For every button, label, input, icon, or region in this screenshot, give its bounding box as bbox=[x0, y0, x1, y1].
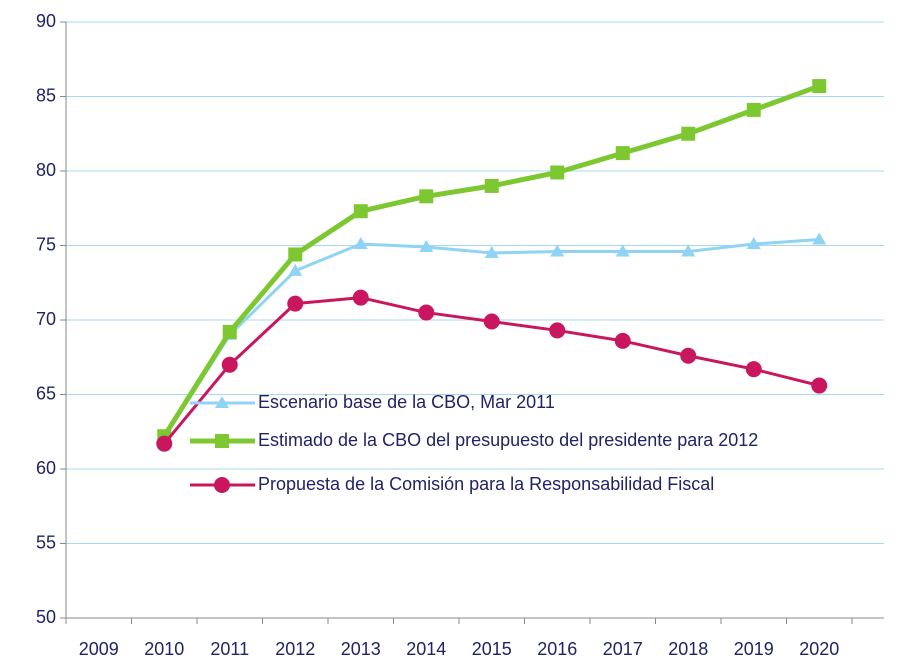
x-tick-label: 2018 bbox=[668, 639, 708, 658]
marker bbox=[550, 165, 565, 180]
y-tick-label: 80 bbox=[36, 160, 56, 180]
marker bbox=[812, 232, 827, 245]
x-tick-label: 2020 bbox=[799, 639, 839, 658]
marker bbox=[353, 204, 368, 219]
marker bbox=[550, 244, 565, 257]
y-tick-label: 75 bbox=[36, 234, 56, 254]
x-tick-label: 2012 bbox=[275, 639, 315, 658]
marker bbox=[214, 477, 230, 493]
marker bbox=[614, 332, 631, 349]
y-tick-label: 55 bbox=[36, 532, 56, 552]
marker bbox=[156, 435, 173, 452]
x-tick-label: 2011 bbox=[210, 639, 249, 658]
x-tick-label: 2009 bbox=[79, 639, 119, 658]
marker bbox=[221, 356, 238, 373]
marker bbox=[549, 322, 566, 339]
marker bbox=[222, 324, 237, 339]
y-tick-label: 70 bbox=[36, 309, 56, 329]
series-line bbox=[162, 83, 821, 438]
marker bbox=[811, 377, 828, 394]
marker bbox=[418, 304, 435, 321]
x-tick-label: 2019 bbox=[734, 639, 774, 658]
marker bbox=[812, 79, 827, 94]
x-tick-label: 2014 bbox=[406, 639, 446, 658]
y-tick-label: 60 bbox=[36, 458, 56, 478]
x-tick-label: 2015 bbox=[472, 639, 512, 658]
marker bbox=[215, 396, 229, 408]
legend-label: Propuesta de la Comisión para la Respons… bbox=[258, 474, 714, 494]
y-tick-label: 90 bbox=[36, 11, 56, 31]
marker bbox=[484, 178, 499, 193]
marker bbox=[484, 245, 499, 258]
marker bbox=[215, 434, 229, 448]
legend-label: Estimado de la CBO del presupuesto del p… bbox=[258, 430, 758, 450]
x-tick-label: 2010 bbox=[144, 639, 184, 658]
marker bbox=[745, 361, 762, 378]
marker bbox=[680, 347, 697, 364]
marker bbox=[746, 102, 761, 117]
marker bbox=[615, 146, 630, 161]
marker bbox=[287, 295, 304, 312]
marker bbox=[681, 244, 696, 257]
legend-label: Escenario base de la CBO, Mar 2011 bbox=[258, 392, 555, 412]
y-tick-label: 85 bbox=[36, 85, 56, 105]
marker bbox=[288, 263, 303, 276]
x-tick-label: 2013 bbox=[341, 639, 381, 658]
marker bbox=[352, 289, 369, 306]
marker bbox=[419, 189, 434, 204]
marker bbox=[483, 313, 500, 330]
marker bbox=[681, 126, 696, 141]
marker bbox=[419, 239, 434, 252]
marker bbox=[353, 237, 368, 250]
marker bbox=[615, 244, 630, 257]
y-tick-label: 50 bbox=[36, 607, 56, 627]
y-tick-label: 65 bbox=[36, 383, 56, 403]
x-tick-label: 2016 bbox=[537, 639, 577, 658]
x-tick-label: 2017 bbox=[603, 639, 643, 658]
marker bbox=[746, 237, 761, 250]
marker bbox=[288, 247, 303, 262]
